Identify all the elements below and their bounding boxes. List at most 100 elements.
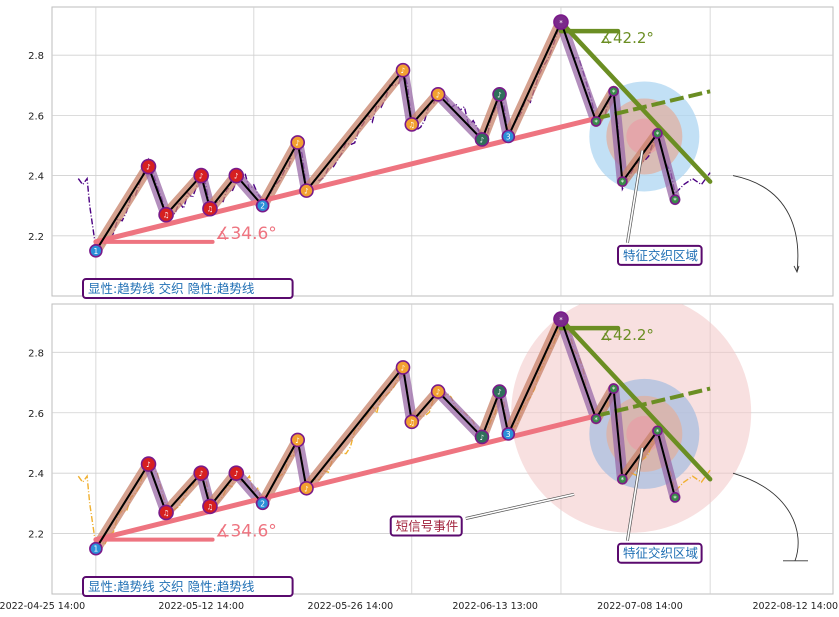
swing-marker-label: ♪ <box>497 388 502 397</box>
swing-marker <box>590 413 602 425</box>
y-tick-label: 2.8 <box>28 348 44 359</box>
y-tick-label: 2.6 <box>28 111 44 122</box>
swing-marker <box>158 206 174 223</box>
swing-marker-label: ♪ <box>295 436 300 445</box>
swing-marker-label: ♪ <box>199 172 204 181</box>
swing-marker-label: * <box>656 428 660 436</box>
swing-marker-label: ♪ <box>199 469 204 478</box>
feature-zone-label-text: 特征交织区域 <box>623 248 698 263</box>
swing-marker <box>140 158 157 175</box>
legend-box-text: 显性:趋势线 交织 隐性:趋势线 <box>88 281 255 296</box>
swing-marker <box>501 427 516 441</box>
swing-marker <box>553 311 569 327</box>
swing-marker <box>492 87 507 102</box>
swing-marker-label: * <box>656 130 660 138</box>
top-panel: 2.2 2.4 2.6 2.8 1 ♪ ♫ ♪ ♫ ♪ 2 ♪ ♪ ♪ ♫ ♪ ♪ ♪ 3 * * * * * * ∡34.6° ∡… <box>28 6 834 299</box>
legend-box: 显性:趋势线 交织 隐性:趋势线 <box>82 278 294 299</box>
swing-marker-label: 1 <box>93 545 98 554</box>
swing-marker <box>299 480 314 496</box>
swing-marker-label: ♪ <box>234 172 239 181</box>
x-tick-label: 2022-07-08 14:00 <box>597 601 683 612</box>
swing-marker <box>202 200 218 217</box>
swing-marker-label: * <box>612 386 616 394</box>
downtrend-line <box>558 19 713 184</box>
swing-marker <box>140 456 157 472</box>
plot-body: 1 ♪ ♫ ♪ ♫ ♪ 2 ♪ ♪ ♪ ♫ ♪ ♪ ♪ 3 * * * * * * ∡34.6° ∡42.2° <box>77 14 713 258</box>
swing-marker <box>553 14 569 30</box>
swing-marker-label: ♪ <box>436 90 441 99</box>
swing-marker <box>193 465 209 481</box>
swing-marker <box>617 176 628 187</box>
swing-marker-label: ♫ <box>163 211 170 220</box>
swing-marker <box>290 432 306 448</box>
feature-zone-label-text: 特征交织区域 <box>623 546 698 561</box>
feature-zone-label: 特征交织区域 <box>617 244 703 266</box>
swing-marker <box>430 87 446 102</box>
swing-marker <box>474 132 490 147</box>
x-tick-label: 2022-05-12 14:00 <box>158 601 244 612</box>
downtrend-angle-label: ∡42.2° <box>600 326 654 344</box>
swing-marker <box>669 194 681 205</box>
swing-marker-label: ♪ <box>497 90 502 99</box>
swing-marker <box>89 541 103 556</box>
swing-marker <box>652 425 663 437</box>
x-tick-label: 2022-04-25 14:00 <box>0 601 85 612</box>
event-arrow-inner <box>465 493 575 520</box>
y-tick-label: 2.2 <box>28 530 44 541</box>
swing-marker-label: * <box>594 118 598 126</box>
curve-arrow <box>732 175 799 272</box>
swing-marker-label: ♪ <box>146 460 151 469</box>
x-axis: 2022-04-25 14:00 2022-05-12 14:00 2022-05-… <box>0 601 838 612</box>
legend-box: 显性:趋势线 交织 隐性:趋势线 <box>82 576 294 597</box>
swing-marker <box>430 384 446 399</box>
plot-frame <box>51 6 834 297</box>
legend-box-frame <box>82 576 294 597</box>
swing-marker-label: * <box>559 316 563 324</box>
swing-marker-label: * <box>621 179 625 187</box>
swing-marker-label: 3 <box>506 430 511 439</box>
swing-marker-label: ♪ <box>146 163 151 172</box>
swing-marker <box>395 62 411 78</box>
x-tick-label: 2022-05-26 14:00 <box>308 601 394 612</box>
event-label: 短信号事件 <box>389 515 463 537</box>
swing-marker <box>255 198 270 213</box>
curve-arrow-head <box>793 265 800 274</box>
swing-marker-label: * <box>594 416 598 424</box>
swing-marker <box>608 383 619 394</box>
swing-marker-label: 2 <box>260 499 265 508</box>
swing-marker <box>255 496 270 511</box>
legend-box-frame <box>82 278 294 299</box>
swing-marker <box>492 384 507 399</box>
swing-marker <box>501 129 516 144</box>
swing-marker <box>395 360 411 375</box>
swing-marker-label: * <box>673 197 677 205</box>
feature-arrow-inner <box>626 150 644 243</box>
uptrend-angle-label: ∡34.6° <box>215 224 277 244</box>
swing-marker-label: ♫ <box>163 508 170 517</box>
swing-marker-label: ♫ <box>207 205 214 214</box>
swing-marker-label: ♪ <box>234 469 239 478</box>
bottom-panel: 2.2 2.4 2.6 2.8 1 ♪ ♫ ♪ ♫ ♪ 2 ♪ ♪ ♪ ♫ ♪ ♪ ♪ 3 * * * * * * ∡34.6° ∡… <box>28 303 834 597</box>
swing-marker-label: ♪ <box>436 388 441 397</box>
swing-marker-label: ♪ <box>480 433 485 442</box>
swing-marker <box>299 183 314 198</box>
swing-marker <box>404 414 420 430</box>
plot-body: 1 ♪ ♫ ♪ ♫ ♪ 2 ♪ ♪ ♪ ♫ ♪ ♪ ♪ 3 * * * * * * ∡34.6° ∡42.2° <box>77 304 752 556</box>
feature-arrow-inner <box>626 447 644 541</box>
swing-marker <box>617 473 628 485</box>
swing-marker-label: ♫ <box>408 120 415 129</box>
event-label-text: 短信号事件 <box>396 519 459 534</box>
swing-marker <box>89 244 103 258</box>
swing-marker <box>228 465 245 481</box>
swing-marker-label: * <box>621 476 625 484</box>
swing-marker <box>590 116 602 127</box>
feature-zone-label-frame <box>617 542 703 564</box>
swing-marker <box>404 117 420 132</box>
swing-marker <box>228 167 245 184</box>
swing-marker-label: ♫ <box>408 418 415 427</box>
curve-arrow <box>732 472 799 561</box>
swing-marker-label: ♫ <box>207 502 214 511</box>
downtrend-angle-label: ∡42.2° <box>600 29 654 47</box>
y-tick-label: 2.2 <box>28 232 44 243</box>
